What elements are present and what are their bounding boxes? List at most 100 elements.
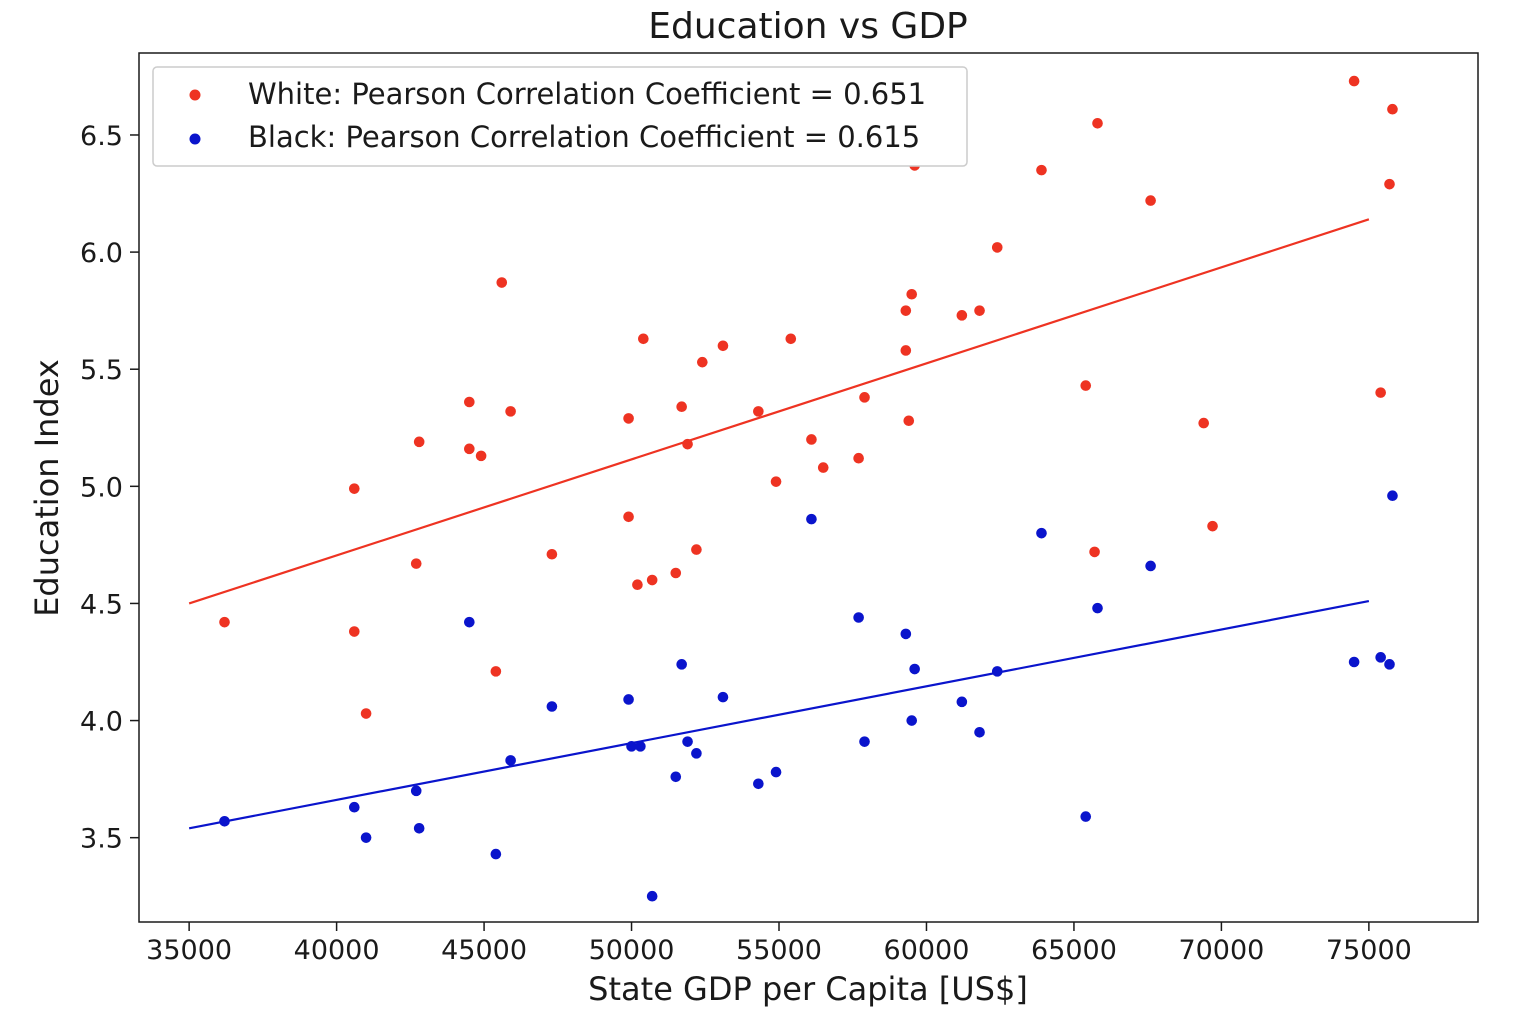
x-tick-label: 45000 bbox=[441, 935, 527, 966]
y-tick-label: 4.0 bbox=[80, 707, 123, 738]
data-point-white bbox=[670, 567, 682, 579]
data-point-black bbox=[1375, 652, 1386, 663]
data-point-white bbox=[623, 511, 634, 523]
legend-box bbox=[152, 66, 968, 167]
data-point-black bbox=[219, 815, 230, 827]
data-point-white bbox=[806, 434, 817, 445]
x-tick-label: 35000 bbox=[146, 935, 232, 966]
y-tick-label: 5.0 bbox=[80, 472, 123, 503]
data-point-black bbox=[410, 785, 422, 797]
plot-area bbox=[138, 52, 1479, 923]
data-point-white bbox=[900, 345, 912, 356]
data-point-black bbox=[349, 801, 360, 813]
data-point-black bbox=[1387, 490, 1398, 501]
data-point-black bbox=[490, 848, 502, 860]
data-point-black bbox=[360, 832, 372, 843]
data-point-black bbox=[1348, 656, 1360, 668]
data-point-white bbox=[785, 333, 797, 345]
data-point-black bbox=[900, 628, 912, 640]
data-point-black bbox=[676, 659, 687, 670]
data-point-black bbox=[635, 741, 646, 752]
data-point-black bbox=[859, 736, 870, 747]
trend-line-black bbox=[188, 600, 1370, 830]
data-point-white bbox=[717, 340, 729, 352]
data-point-white bbox=[1387, 103, 1398, 115]
data-point-white bbox=[1080, 380, 1092, 391]
data-point-black bbox=[853, 612, 864, 623]
x-tick-label: 50000 bbox=[589, 935, 675, 966]
data-point-white bbox=[360, 708, 372, 719]
data-point-white bbox=[676, 401, 687, 412]
data-point-white bbox=[770, 476, 782, 487]
x-axis-label: State GDP per Capita [US$] bbox=[588, 970, 1028, 1008]
data-point-white bbox=[464, 443, 475, 455]
data-point-white bbox=[903, 415, 915, 427]
data-point-black bbox=[682, 736, 693, 747]
data-point-white bbox=[1036, 164, 1047, 176]
data-point-black bbox=[1384, 659, 1395, 670]
x-tick-label: 40000 bbox=[294, 935, 380, 966]
y-axis: 3.5 4.0 4.5 5.0 5.5 6.0 6.5 bbox=[80, 121, 139, 855]
y-tick-label: 6.0 bbox=[80, 238, 123, 269]
legend-label-white: White: Pearson Correlation Coefficient =… bbox=[248, 77, 926, 111]
chart-title: Education vs GDP bbox=[648, 6, 968, 47]
data-point-white bbox=[697, 356, 708, 368]
data-point-white bbox=[1089, 546, 1100, 558]
y-tick-label: 5.5 bbox=[80, 355, 123, 386]
x-tick-label: 65000 bbox=[1031, 935, 1117, 966]
data-point-white bbox=[900, 305, 912, 316]
data-point-white bbox=[906, 288, 918, 300]
x-tick-label: 55000 bbox=[736, 935, 822, 966]
data-point-black bbox=[1036, 527, 1047, 539]
data-point-white bbox=[956, 310, 968, 321]
data-point-white bbox=[349, 483, 360, 494]
data-point-white bbox=[991, 242, 1003, 253]
data-point-black bbox=[646, 890, 658, 902]
data-point-white bbox=[1384, 178, 1395, 190]
legend: White: Pearson Correlation Coefficient =… bbox=[152, 66, 968, 167]
data-point-white bbox=[1375, 387, 1386, 398]
data-point-white bbox=[853, 452, 864, 464]
data-point-white bbox=[638, 333, 649, 345]
data-point-black bbox=[717, 691, 729, 703]
data-point-black bbox=[670, 771, 682, 783]
data-point-white bbox=[753, 406, 764, 417]
data-point-white bbox=[413, 436, 425, 448]
data-point-white bbox=[1145, 195, 1156, 206]
data-point-white bbox=[1092, 117, 1103, 129]
data-point-black bbox=[691, 748, 702, 759]
x-tick-label: 75000 bbox=[1326, 935, 1412, 966]
data-point-black bbox=[626, 741, 637, 752]
y-axis-label: Education Index bbox=[28, 359, 66, 617]
data-point-white bbox=[496, 277, 508, 288]
data-point-white bbox=[1198, 417, 1210, 429]
data-point-black bbox=[753, 778, 764, 790]
data-point-black bbox=[806, 513, 817, 525]
trend-lines bbox=[188, 218, 1370, 830]
data-point-black bbox=[623, 694, 634, 705]
data-point-white bbox=[1207, 520, 1218, 532]
data-point-black bbox=[413, 823, 425, 834]
data-point-white bbox=[490, 666, 502, 677]
y-tick-label: 4.5 bbox=[80, 589, 123, 620]
scatter-points bbox=[219, 75, 1398, 902]
data-point-black bbox=[1145, 560, 1156, 572]
data-point-black bbox=[464, 616, 475, 628]
data-point-white bbox=[475, 450, 487, 462]
data-point-white bbox=[219, 616, 230, 628]
y-tick-label: 3.5 bbox=[80, 824, 123, 855]
legend-marker-black bbox=[189, 133, 201, 145]
legend-marker-white bbox=[189, 89, 201, 101]
data-point-white bbox=[646, 574, 658, 586]
data-point-black bbox=[546, 701, 558, 712]
data-point-white bbox=[859, 392, 870, 403]
data-point-black bbox=[991, 666, 1003, 677]
data-point-white bbox=[623, 413, 634, 424]
x-tick-label: 60000 bbox=[884, 935, 970, 966]
data-point-black bbox=[505, 755, 516, 766]
data-point-white bbox=[546, 548, 558, 560]
data-point-white bbox=[505, 406, 516, 417]
data-point-black bbox=[956, 696, 968, 708]
data-point-black bbox=[1080, 811, 1092, 822]
